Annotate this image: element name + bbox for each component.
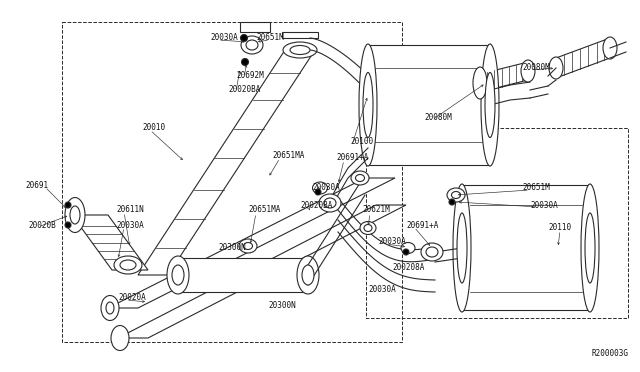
Polygon shape <box>462 185 590 310</box>
Ellipse shape <box>120 260 136 270</box>
Text: 20691+A: 20691+A <box>336 154 369 163</box>
Ellipse shape <box>243 243 253 250</box>
Ellipse shape <box>324 198 336 208</box>
Circle shape <box>65 202 71 208</box>
Ellipse shape <box>363 73 373 138</box>
Text: 20651MA: 20651MA <box>272 151 305 160</box>
Text: 20300N: 20300N <box>218 244 246 253</box>
Ellipse shape <box>167 256 189 294</box>
Text: 20691+A: 20691+A <box>406 221 438 230</box>
Text: 20110: 20110 <box>548 224 571 232</box>
Ellipse shape <box>364 224 372 231</box>
Ellipse shape <box>351 171 369 185</box>
Ellipse shape <box>451 192 461 199</box>
Polygon shape <box>72 215 148 270</box>
Ellipse shape <box>457 213 467 283</box>
Ellipse shape <box>239 239 257 253</box>
Circle shape <box>65 222 71 228</box>
Text: 20030A: 20030A <box>368 285 396 295</box>
Ellipse shape <box>360 221 376 234</box>
Ellipse shape <box>312 182 328 194</box>
Text: 20030A: 20030A <box>116 221 144 230</box>
Text: 20020BA: 20020BA <box>228 86 260 94</box>
Text: 20030A: 20030A <box>530 201 557 209</box>
Ellipse shape <box>603 37 617 59</box>
Polygon shape <box>118 205 406 338</box>
Text: 20080M: 20080M <box>424 113 452 122</box>
Ellipse shape <box>283 42 317 58</box>
Text: 20030A: 20030A <box>210 33 237 42</box>
Text: R200003G: R200003G <box>591 350 628 359</box>
Circle shape <box>241 58 248 65</box>
Circle shape <box>241 35 248 42</box>
Ellipse shape <box>426 247 438 257</box>
Polygon shape <box>240 22 270 32</box>
Text: 20030A: 20030A <box>378 237 406 247</box>
Ellipse shape <box>355 174 365 182</box>
Text: 20080M: 20080M <box>522 64 550 73</box>
Polygon shape <box>282 32 318 38</box>
Ellipse shape <box>485 73 495 138</box>
Bar <box>366 128 628 318</box>
Ellipse shape <box>359 44 377 166</box>
Ellipse shape <box>473 67 487 99</box>
Polygon shape <box>368 45 490 165</box>
Ellipse shape <box>585 213 595 283</box>
Ellipse shape <box>302 265 314 285</box>
Ellipse shape <box>65 198 85 232</box>
Ellipse shape <box>297 256 319 294</box>
Circle shape <box>403 249 409 255</box>
Ellipse shape <box>581 184 599 312</box>
Text: 20651MA: 20651MA <box>248 205 280 215</box>
Text: 20691: 20691 <box>25 180 48 189</box>
Ellipse shape <box>101 295 119 321</box>
Ellipse shape <box>481 44 499 166</box>
Text: 20030A: 20030A <box>312 183 340 192</box>
Polygon shape <box>480 62 528 92</box>
Polygon shape <box>178 258 308 292</box>
Text: 20020B: 20020B <box>28 221 56 230</box>
Text: 20020BA: 20020BA <box>300 201 332 209</box>
Ellipse shape <box>453 184 471 312</box>
Ellipse shape <box>246 40 258 50</box>
Polygon shape <box>138 50 315 275</box>
Ellipse shape <box>549 57 563 79</box>
Circle shape <box>315 189 321 195</box>
Polygon shape <box>556 38 610 78</box>
Ellipse shape <box>521 60 535 82</box>
Ellipse shape <box>106 302 114 314</box>
Ellipse shape <box>290 45 310 55</box>
Text: 20692M: 20692M <box>236 71 264 80</box>
Text: 20621M: 20621M <box>362 205 390 215</box>
Text: 20651M: 20651M <box>256 33 284 42</box>
Circle shape <box>449 199 455 205</box>
Polygon shape <box>108 178 395 308</box>
Ellipse shape <box>241 36 263 54</box>
Text: 200208A: 200208A <box>392 263 424 273</box>
Ellipse shape <box>172 265 184 285</box>
Ellipse shape <box>447 188 465 202</box>
Text: 20010: 20010 <box>142 124 165 132</box>
Ellipse shape <box>421 243 443 261</box>
Text: 20020A: 20020A <box>118 294 146 302</box>
Ellipse shape <box>70 206 80 224</box>
Bar <box>62 22 402 342</box>
Ellipse shape <box>319 194 341 212</box>
Text: 20100: 20100 <box>350 138 373 147</box>
Text: 20300N: 20300N <box>268 301 296 310</box>
Text: 20651M: 20651M <box>522 183 550 192</box>
Ellipse shape <box>401 243 415 253</box>
Text: 20611N: 20611N <box>116 205 144 215</box>
Ellipse shape <box>111 326 129 350</box>
Ellipse shape <box>114 256 142 274</box>
